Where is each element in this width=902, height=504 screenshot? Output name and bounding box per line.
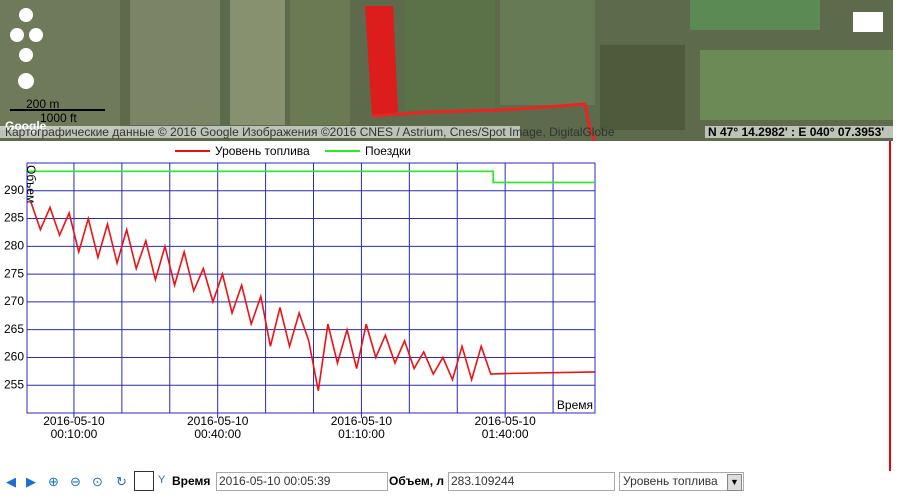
coordinates: N 47° 14.2982' : E 040° 07.3953' <box>708 125 884 139</box>
scale-m: 200 m <box>26 97 59 111</box>
next-button[interactable]: ▶ <box>26 474 36 489</box>
x-tick-label: 2016-05-10 <box>474 414 536 428</box>
scale-ft: 1000 ft <box>40 111 77 125</box>
chart-toggle[interactable] <box>134 471 154 491</box>
zoom-in[interactable]: ⊕ <box>48 474 59 489</box>
plot-border <box>26 162 596 414</box>
zoom-out[interactable]: ⊖ <box>70 474 81 489</box>
prev-button[interactable]: ◀ <box>6 474 16 489</box>
time-input[interactable]: 2016-05-10 00:05:39 <box>216 472 388 491</box>
y-tick-label: 290 <box>4 183 24 197</box>
legend-label: Поездки <box>365 144 411 158</box>
y-axis-label: Объем <box>24 165 38 203</box>
attribution: Картографические данные © 2016 Google Из… <box>5 125 615 139</box>
legend-label: Уровень топлива <box>215 144 310 158</box>
zoom-reset[interactable]: ⊙ <box>92 474 103 489</box>
x-tick-label: 00:40:00 <box>194 427 241 441</box>
chart: 2552602652702752802852902016-05-1000:10:… <box>4 144 596 441</box>
y-tick-label: 285 <box>4 211 24 225</box>
volume-input[interactable]: 283.109244 <box>448 472 615 491</box>
y-tick-label: 265 <box>4 322 24 336</box>
x-tick-label: 01:10:00 <box>338 427 385 441</box>
series-line <box>27 170 595 184</box>
time-label: Время <box>172 474 211 488</box>
x-axis-label: Время <box>557 398 593 412</box>
x-tick-label: 01:40:00 <box>482 427 529 441</box>
y-tick-label: 280 <box>4 239 24 253</box>
x-tick-label: 2016-05-10 <box>187 414 249 428</box>
select-arrow[interactable]: ▼ <box>727 474 742 491</box>
y-toggle[interactable]: Y <box>158 474 166 486</box>
x-tick-label: 2016-05-10 <box>43 414 105 428</box>
y-tick-label: 260 <box>4 350 24 364</box>
series-line <box>30 201 595 391</box>
divider <box>889 141 891 471</box>
x-tick-label: 00:10:00 <box>51 427 98 441</box>
volume-label: Объем, л <box>389 474 445 488</box>
y-tick-label: 255 <box>4 377 24 391</box>
series-select[interactable]: Уровень топлива <box>619 472 744 491</box>
y-tick-label: 270 <box>4 294 24 308</box>
y-tick-label: 275 <box>4 266 24 280</box>
x-tick-label: 2016-05-10 <box>331 414 393 428</box>
refresh[interactable]: ↻ <box>116 474 127 489</box>
map[interactable]: 200 m 1000 ft Google Картографические да… <box>0 0 893 141</box>
